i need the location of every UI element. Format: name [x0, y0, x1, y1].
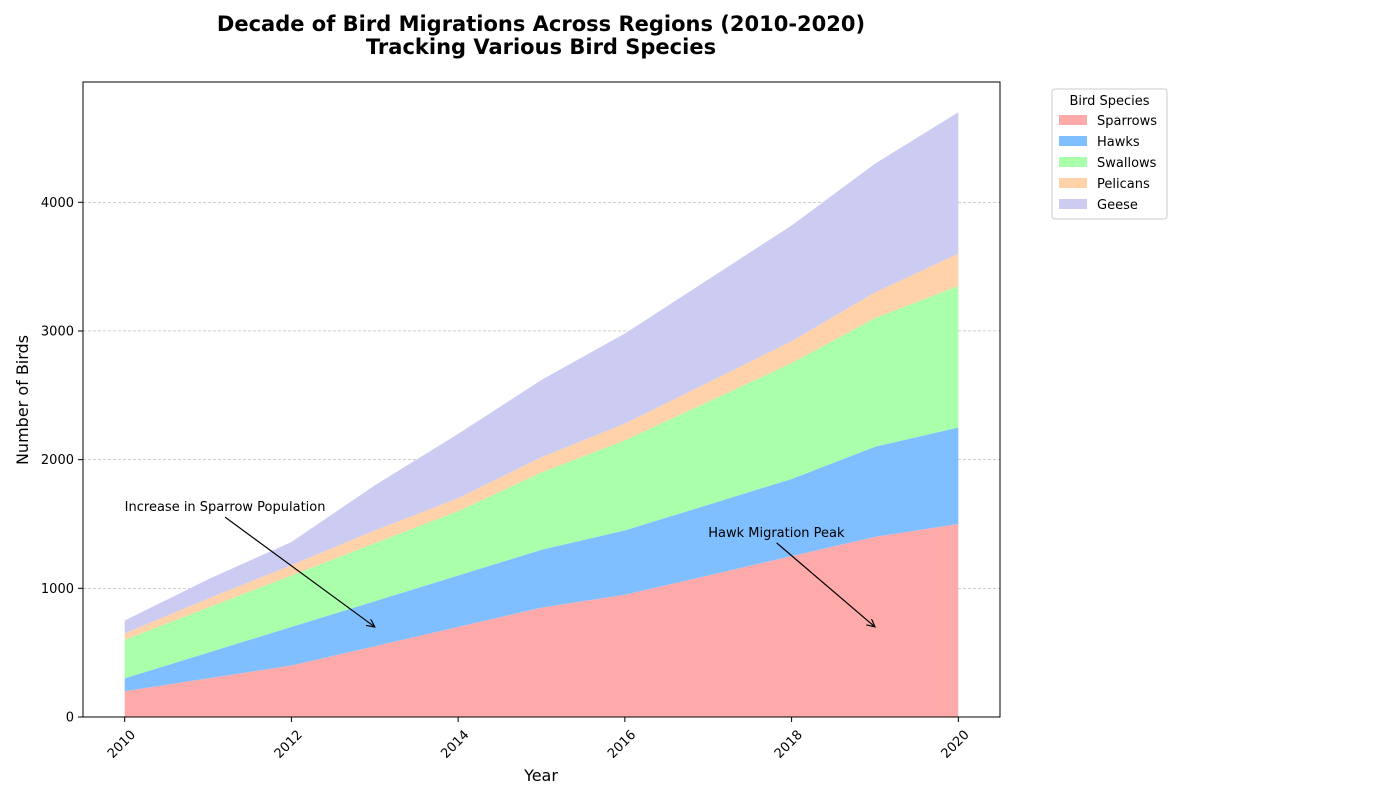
- legend-label-sparrows: Sparrows: [1097, 114, 1157, 129]
- legend-title: Bird Species: [1069, 94, 1149, 109]
- y-tick-label-3000: 3000: [41, 324, 74, 339]
- x-axis-ticks: 2010 2012 2014 2016 2018 2020: [105, 717, 973, 762]
- legend-items: Sparrows Hawks Swallows Pelicans Geese: [1059, 114, 1157, 213]
- x-tick-label-2010: 2010: [105, 728, 139, 762]
- chart-subtitle: Tracking Various Bird Species: [366, 35, 716, 59]
- area-series: [124, 112, 959, 717]
- legend-label-geese: Geese: [1097, 198, 1138, 213]
- legend-label-hawks: Hawks: [1097, 135, 1140, 150]
- plot-frame: [82, 81, 1001, 718]
- legend-swatch-hawks: [1059, 136, 1087, 146]
- x-tick-label-2012: 2012: [272, 728, 306, 762]
- legend-swatch-pelicans: [1059, 178, 1087, 188]
- y-tick-label-2000: 2000: [41, 453, 74, 468]
- legend-swatch-geese: [1059, 199, 1087, 209]
- chart-title: Decade of Bird Migrations Across Regions…: [217, 12, 865, 36]
- legend-swatch-swallows: [1059, 157, 1087, 167]
- y-axis-ticks: 0 1000 2000 3000 4000: [41, 196, 83, 726]
- x-axis-label: Year: [523, 766, 558, 785]
- y-axis-label: Number of Birds: [13, 335, 32, 465]
- legend-label-pelicans: Pelicans: [1097, 177, 1150, 192]
- legend: Bird Species Sparrows Hawks Swallows Pelica…: [1051, 88, 1168, 220]
- y-tick-label-1000: 1000: [41, 582, 74, 597]
- area-sparrows: [124, 523, 959, 717]
- legend-swatch-sparrows: [1059, 115, 1087, 125]
- annotation-text-1: Increase in Sparrow Population: [125, 500, 326, 515]
- area-hawks: [124, 427, 959, 692]
- annotation-arrow-2: [776, 542, 875, 627]
- area-pelicans: [124, 253, 959, 640]
- x-tick-label-2016: 2016: [605, 728, 639, 762]
- area-swallows: [124, 285, 959, 679]
- x-tick-label-2018: 2018: [772, 728, 806, 762]
- area-geese: [124, 112, 959, 634]
- annotations: Increase in Sparrow Population Hawk Migra…: [125, 500, 875, 627]
- y-tick-label-4000: 4000: [41, 196, 74, 211]
- y-tick-label-0: 0: [66, 711, 74, 726]
- x-tick-label-2020: 2020: [939, 728, 973, 762]
- legend-label-swallows: Swallows: [1097, 156, 1157, 171]
- annotation-text-2: Hawk Migration Peak: [708, 526, 845, 541]
- annotation-arrow-1: [224, 516, 375, 627]
- x-tick-label-2014: 2014: [438, 728, 472, 762]
